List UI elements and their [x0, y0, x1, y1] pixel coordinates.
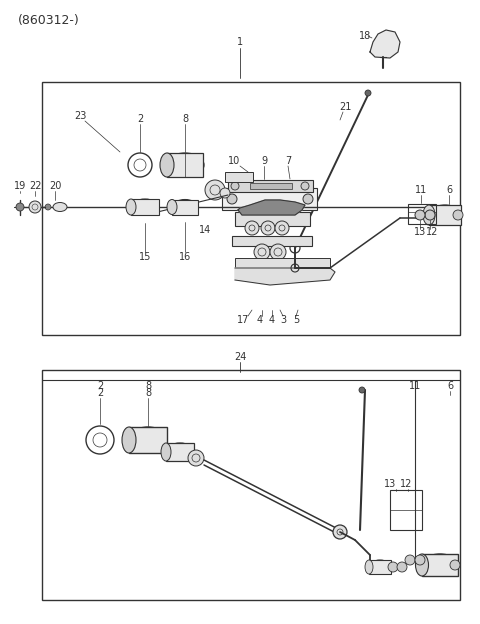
Ellipse shape	[166, 443, 194, 461]
Circle shape	[29, 201, 41, 213]
Text: 1: 1	[237, 37, 243, 47]
Text: 13: 13	[414, 227, 426, 237]
Text: 22: 22	[29, 181, 41, 191]
Circle shape	[261, 221, 275, 235]
Bar	[408, 204, 436, 224]
Ellipse shape	[129, 427, 167, 453]
Bar	[228, 180, 313, 192]
Circle shape	[450, 560, 460, 570]
Bar	[131, 199, 159, 215]
Text: 8: 8	[145, 381, 151, 391]
Circle shape	[16, 203, 24, 211]
Ellipse shape	[422, 554, 458, 576]
Circle shape	[220, 188, 230, 198]
Text: 6: 6	[447, 381, 453, 391]
Ellipse shape	[161, 443, 171, 461]
Bar	[42, 370, 460, 600]
Circle shape	[227, 194, 237, 204]
Polygon shape	[370, 30, 400, 58]
Text: 7: 7	[285, 156, 291, 166]
Circle shape	[388, 562, 398, 572]
Bar	[225, 172, 253, 182]
Bar	[369, 560, 391, 574]
Ellipse shape	[416, 554, 429, 576]
Text: 14: 14	[199, 225, 211, 235]
Polygon shape	[235, 268, 335, 285]
Bar	[390, 490, 422, 530]
Ellipse shape	[126, 199, 136, 215]
Text: 2: 2	[97, 381, 103, 391]
Ellipse shape	[122, 427, 136, 453]
Bar	[422, 554, 458, 576]
Text: 2: 2	[137, 114, 143, 124]
Ellipse shape	[369, 560, 391, 574]
Circle shape	[333, 525, 347, 539]
Circle shape	[425, 210, 435, 220]
Ellipse shape	[166, 153, 204, 177]
Ellipse shape	[172, 200, 198, 215]
Circle shape	[303, 194, 313, 204]
Text: 16: 16	[179, 252, 191, 262]
Text: 12: 12	[426, 227, 438, 237]
Ellipse shape	[167, 200, 177, 215]
Bar	[235, 212, 310, 226]
Text: (860312-): (860312-)	[18, 14, 80, 27]
Bar	[129, 427, 167, 453]
Text: 23: 23	[74, 111, 86, 121]
Text: 8: 8	[145, 388, 151, 398]
Circle shape	[45, 204, 51, 210]
Bar	[42, 82, 460, 335]
Text: 18: 18	[359, 31, 371, 41]
Circle shape	[275, 221, 289, 235]
Text: 20: 20	[49, 181, 61, 191]
Circle shape	[188, 450, 204, 466]
Text: 24: 24	[234, 352, 246, 362]
Bar	[166, 443, 194, 461]
Bar	[250, 183, 292, 189]
Text: 21: 21	[339, 102, 351, 112]
Ellipse shape	[429, 205, 461, 225]
Text: 10: 10	[228, 156, 240, 166]
Text: 4: 4	[257, 315, 263, 325]
Text: 4: 4	[269, 315, 275, 325]
Text: 3: 3	[280, 315, 286, 325]
Ellipse shape	[423, 205, 435, 225]
Text: 13: 13	[384, 479, 396, 489]
Ellipse shape	[131, 199, 159, 215]
Bar	[167, 153, 203, 177]
Bar	[222, 188, 317, 210]
Bar	[232, 236, 312, 246]
Text: 2: 2	[97, 388, 103, 398]
Circle shape	[205, 180, 225, 200]
Bar	[172, 200, 198, 215]
Ellipse shape	[365, 560, 373, 574]
Circle shape	[231, 182, 239, 190]
Ellipse shape	[53, 203, 67, 212]
Circle shape	[415, 555, 425, 565]
Bar	[429, 205, 461, 225]
Circle shape	[397, 562, 407, 572]
Circle shape	[453, 210, 463, 220]
Ellipse shape	[160, 153, 174, 177]
Text: 15: 15	[139, 252, 151, 262]
Circle shape	[254, 244, 270, 260]
Circle shape	[359, 387, 365, 393]
Text: 12: 12	[400, 479, 412, 489]
Text: 11: 11	[409, 381, 421, 391]
Circle shape	[415, 210, 425, 220]
Circle shape	[245, 221, 259, 235]
Circle shape	[301, 182, 309, 190]
Circle shape	[365, 90, 371, 96]
Text: 6: 6	[446, 185, 452, 195]
Text: 8: 8	[182, 114, 188, 124]
Circle shape	[405, 555, 415, 565]
Bar	[235, 258, 330, 268]
Polygon shape	[238, 200, 305, 215]
Text: 5: 5	[293, 315, 299, 325]
Text: 11: 11	[415, 185, 427, 195]
Circle shape	[270, 244, 286, 260]
Text: 19: 19	[14, 181, 26, 191]
Text: 17: 17	[237, 315, 249, 325]
Text: 9: 9	[261, 156, 267, 166]
